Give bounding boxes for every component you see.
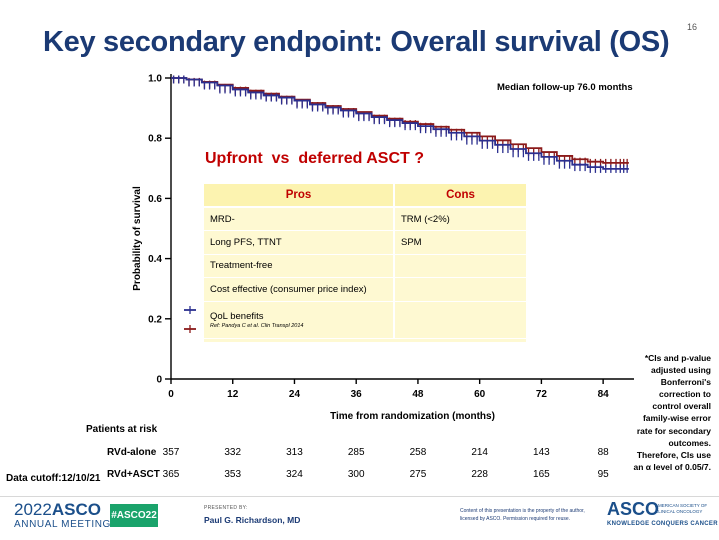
risk-value: 285 [347, 447, 365, 458]
x-tick-label: 60 [474, 389, 486, 400]
pro-cell: QoL benefits Ref: Pandya C et al. Clin T… [204, 301, 395, 339]
followup-note: Median follow-up 76.0 months [497, 82, 633, 93]
risk-value: 357 [162, 447, 180, 458]
y-tick-label: 1.0 [148, 74, 162, 85]
risk-value: 88 [597, 447, 609, 458]
y-tick-label: 0.8 [148, 134, 162, 145]
risk-value: 324 [286, 469, 303, 480]
y-tick-label: 0.2 [148, 314, 162, 325]
risk-value: 332 [224, 447, 242, 458]
pro-text: QoL benefits [210, 310, 264, 322]
data-cutoff: Data cutoff:12/10/21 [6, 473, 101, 484]
y-tick-label: 0 [156, 375, 162, 386]
meeting-year: 2022 [14, 500, 52, 519]
slide-number: 16 [686, 22, 697, 32]
con-cell [394, 254, 526, 278]
risk-value: 214 [471, 447, 488, 458]
x-tick-label: 12 [227, 389, 239, 400]
question-heading: Upfront vs deferred ASCT ? [205, 150, 424, 167]
pro-cell: MRD- [204, 207, 395, 231]
x-tick-label: 48 [412, 389, 424, 400]
y-axis-label: Probability of survival [132, 186, 143, 291]
x-tick-label: 36 [351, 389, 363, 400]
risk-value: 143 [533, 447, 550, 458]
pros-header: Pros [204, 184, 395, 208]
risk-value: 165 [533, 469, 550, 480]
asco-logo: ASCO [607, 499, 660, 519]
pro-cell: Cost effective (consumer price index) [204, 277, 395, 302]
risk-value: 228 [471, 469, 488, 480]
y-tick-label: 0.4 [148, 254, 162, 265]
presenter-name: Paul G. Richardson, MD [204, 515, 301, 525]
series-line-rvd_alone [171, 77, 629, 170]
risk-value: 300 [347, 469, 365, 480]
y-tick-label: 0.6 [148, 194, 162, 205]
risk-label-rvd-alone: RVd-alone [107, 447, 157, 458]
meeting-asco: ASCO [51, 500, 101, 519]
rights-notice: Content of this presentation is the prop… [460, 508, 585, 522]
risk-value: 95 [597, 469, 609, 480]
risk-label-rvd-asct: RVd+ASCT [107, 469, 160, 480]
x-tick-label: 0 [168, 389, 174, 400]
asco-society-name: AMERICAN SOCIETY OF CLINICAL ONCOLOGY [655, 503, 708, 514]
presented-by-label: PRESENTED BY: [204, 505, 248, 511]
pro-cell: Treatment-free [204, 254, 395, 278]
slide-title: Key secondary endpoint: Overall survival… [43, 26, 670, 58]
con-cell: TRM (<2%) [394, 207, 526, 231]
risk-value: 258 [409, 447, 427, 458]
cons-header: Cons [394, 184, 526, 208]
x-tick-label: 84 [598, 389, 610, 400]
x-axis-label: Time from randomization (months) [330, 411, 495, 422]
table-row: MRD- TRM (<2%) [204, 207, 526, 231]
annual-meeting-label: ANNUAL MEETING [14, 519, 111, 530]
con-cell: SPM [394, 230, 526, 255]
table-row: QoL benefits Ref: Pandya C et al. Clin T… [204, 301, 526, 339]
asco-tagline: KNOWLEDGE CONQUERS CANCER [607, 521, 718, 527]
pro-cell: Long PFS, TTNT [204, 230, 395, 255]
statistics-footnote: *CIs and p-value adjusted using Bonferro… [633, 353, 711, 472]
con-cell [394, 301, 526, 339]
meeting-logo: 2022ASCO [14, 500, 101, 520]
table-row: Cost effective (consumer price index) [204, 277, 526, 302]
pros-cons-table: Pros Cons MRD- TRM (<2%) Long PFS, TTNT … [204, 184, 526, 342]
risk-value: 353 [224, 469, 242, 480]
risk-value: 275 [409, 469, 427, 480]
risk-value: 313 [286, 447, 303, 458]
risk-table-title: Patients at risk [86, 424, 158, 435]
footer-divider [0, 496, 719, 497]
hashtag-badge: #ASCO22 [110, 504, 158, 527]
table-row: Treatment-free [204, 254, 526, 278]
reference-text: Ref: Pandya C et al. Clin Transpl 2014 [210, 322, 304, 329]
x-tick-label: 24 [289, 389, 301, 400]
table-row: Long PFS, TTNT SPM [204, 230, 526, 255]
x-tick-label: 72 [536, 389, 548, 400]
con-cell [394, 277, 526, 302]
risk-value: 365 [162, 469, 180, 480]
